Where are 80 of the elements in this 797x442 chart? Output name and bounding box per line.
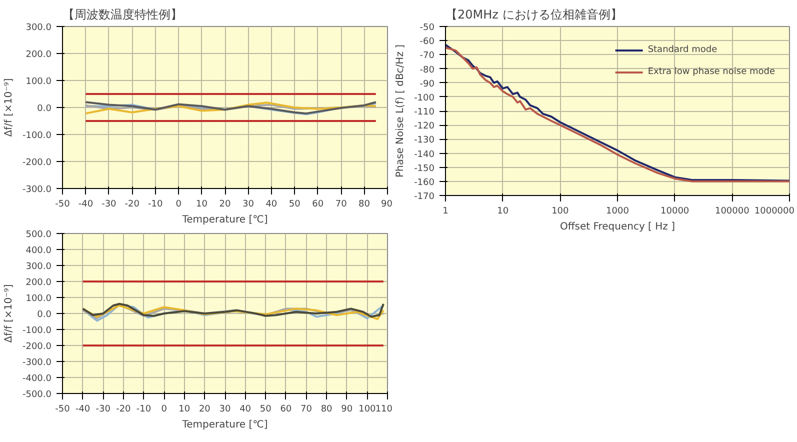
x-tick-label: 100 [358,404,376,414]
legend-label: Extra low phase noise mode [648,67,775,77]
x-tick-label: 50 [288,200,301,210]
y-tick-label: -200.0 [22,158,52,168]
x-tick-label: -40 [75,404,90,414]
x-tick-label: 0 [161,404,168,414]
y-tick-label: -160 [414,178,435,188]
y-tick-label: -70 [420,51,435,62]
x-tick-label: 70 [335,200,348,210]
y-tick-label: 300.0 [26,23,52,33]
y-tick-label: 500.0 [26,230,52,240]
x-tick-label: 20 [198,404,211,414]
x-axis-title: Temperature [℃] [181,214,268,226]
y-tick-label: -100.0 [22,131,52,141]
y-axis-title: Δf/f [×10⁻⁹] [3,284,14,343]
x-tick-label: 10 [178,404,190,414]
x-tick-label: 40 [240,404,252,414]
y-tick-label: -500.0 [22,390,52,400]
y-tick-label: -150 [414,164,435,174]
y-tick-label: 200.0 [26,278,52,288]
x-tick-label: 20 [219,200,231,210]
x-tick-label: 1000 [606,206,630,216]
y-tick-label: -130 [414,136,435,146]
y-tick-label: -300.0 [22,185,52,195]
y-tick-label: -50 [420,23,435,33]
y-axis-title: Phase Noise L(f) [ dBc/Hz ] [395,44,406,178]
y-tick-label: -90 [420,79,435,90]
y-tick-label: -400.0 [22,374,52,384]
x-tick-label: 60 [312,200,324,210]
x-tick-label: 30 [242,200,254,210]
x-tick-label: 1000000 [754,206,795,216]
x-tick-label: 1 [442,206,448,216]
chart-title: 【20MHz における位相雑音例】 [446,8,622,22]
y-tick-label: 200.0 [26,50,52,60]
x-axis-title: Offset Frequency [ Hz ] [560,222,676,232]
x-axis-title: Temperature [℃] [181,420,268,430]
x-tick-label: 30 [219,404,231,414]
y-tick-label: 100.0 [26,77,52,87]
y-tick-label: -120 [414,122,435,132]
x-tick-label: 40 [266,200,278,210]
x-tick-label: 70 [300,404,312,414]
y-tick-label: -80 [420,65,435,76]
x-tick-label: 90 [341,404,353,414]
x-tick-label: 10 [497,206,509,216]
x-tick-label: -10 [136,404,152,414]
x-tick-label: 80 [358,200,370,210]
x-tick-label: -20 [124,200,140,210]
y-axis-title: Δf/f [×10⁻⁹] [3,78,14,137]
x-tick-label: 90 [381,200,393,210]
x-tick-label: -20 [116,404,132,414]
x-tick-label: 60 [280,404,292,414]
legend-label: Standard mode [648,45,718,55]
x-tick-label: 0 [176,200,182,210]
y-tick-label: 0.0 [37,310,52,320]
x-tick-label: 100000 [714,206,750,216]
y-tick-label: -200.0 [22,342,52,352]
y-tick-label: -100 [414,93,435,104]
x-tick-label: 50 [260,404,272,414]
x-tick-label: 10000 [660,206,690,216]
x-tick-label: -50 [55,200,70,210]
y-tick-label: -140 [414,150,435,160]
x-tick-label: -30 [96,404,111,414]
x-tick-label: 100 [552,206,570,216]
x-tick-label: -50 [55,404,70,414]
y-tick-label: 0.0 [37,104,52,114]
x-tick-label: 80 [320,404,333,414]
y-tick-label: -170 [414,192,435,202]
y-tick-label: 400.0 [26,246,52,256]
y-tick-label: 300.0 [26,262,52,272]
y-tick-label: -110 [414,108,435,118]
x-tick-label: 110 [375,404,393,414]
y-tick-label: 100.0 [26,294,52,304]
chart-title: 【周波数温度特性例】 [62,8,182,22]
x-tick-label: 10 [196,200,208,210]
x-tick-label: -40 [78,200,94,210]
y-tick-label: -100.0 [22,326,52,336]
y-tick-label: -60 [420,37,435,48]
x-tick-label: -10 [148,200,163,210]
x-tick-label: -30 [102,200,117,210]
y-tick-label: -300.0 [22,358,52,368]
